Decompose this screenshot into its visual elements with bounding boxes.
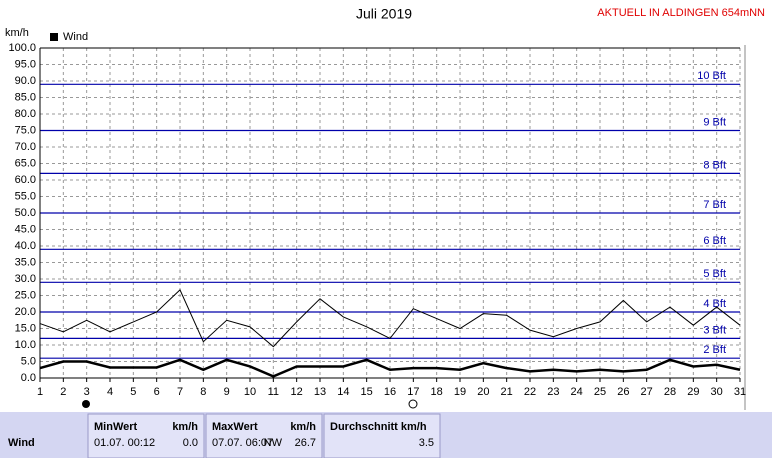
stats-min-value: 0.0: [183, 437, 198, 449]
x-tick-label: 17: [407, 386, 419, 398]
x-tick-label: 23: [547, 386, 559, 398]
stats-cell: [323, 413, 441, 458]
reference-label: 4 Bft: [703, 298, 726, 310]
y-tick-label: 45.0: [15, 223, 36, 235]
x-tick-label: 21: [501, 386, 513, 398]
x-tick-label: 2: [60, 386, 66, 398]
x-tick-label: 8: [200, 386, 206, 398]
x-tick-label: 28: [664, 386, 676, 398]
y-tick-label: 55.0: [15, 190, 36, 202]
y-tick-label: 70.0: [15, 141, 36, 153]
series-line: [39, 289, 741, 348]
y-tick-label: 80.0: [15, 108, 36, 120]
reference-label: 8 Bft: [703, 159, 726, 171]
stats-max-time: 07.07. 06:07: [212, 437, 273, 449]
x-tick-label: 13: [314, 386, 326, 398]
reference-label: 9 Bft: [703, 116, 726, 128]
x-tick-label: 22: [524, 386, 536, 398]
y-tick-label: 0.0: [21, 372, 36, 384]
y-axis-label: km/h: [5, 27, 29, 39]
reference-label: 10 Bft: [697, 70, 726, 82]
y-tick-label: 35.0: [15, 256, 36, 268]
stats-header: MaxWert: [212, 421, 258, 433]
y-tick-label: 30.0: [15, 273, 36, 285]
legend-swatch: [50, 33, 58, 41]
y-tick-label: 5.0: [21, 355, 36, 367]
moon-icon: [82, 400, 90, 408]
stats-cell: [87, 413, 205, 458]
stats-header: Durchschnitt km/h: [330, 421, 427, 433]
y-tick-label: 10.0: [15, 339, 36, 351]
x-tick-label: 26: [617, 386, 629, 398]
y-tick-label: 95.0: [15, 58, 36, 70]
y-tick-label: 90.0: [15, 75, 36, 87]
reference-label: 5 Bft: [703, 268, 726, 280]
stats-min-time: 01.07. 00:12: [94, 437, 155, 449]
chart-subtitle: AKTUELL IN ALDINGEN 654mNN: [597, 7, 765, 19]
x-tick-label: 25: [594, 386, 606, 398]
x-tick-label: 29: [687, 386, 699, 398]
y-tick-label: 60.0: [15, 174, 36, 186]
y-tick-label: 100.0: [8, 42, 36, 54]
x-tick-label: 10: [244, 386, 256, 398]
x-tick-label: 11: [268, 386, 279, 398]
legend-label: Wind: [63, 31, 88, 43]
series-line: [39, 358, 741, 378]
x-tick-label: 4: [107, 386, 113, 398]
x-tick-label: 6: [154, 386, 160, 398]
x-tick-label: 24: [571, 386, 583, 398]
reference-label: 7 Bft: [703, 199, 726, 211]
x-tick-label: 1: [37, 386, 43, 398]
y-tick-label: 50.0: [15, 207, 36, 219]
stats-header: km/h: [172, 421, 198, 433]
stats-cell: [205, 413, 323, 458]
reference-label: 3 Bft: [703, 324, 726, 336]
x-tick-label: 31: [734, 386, 746, 398]
x-tick-label: 15: [361, 386, 373, 398]
y-tick-label: 15.0: [15, 322, 36, 334]
stats-max-dir: NW: [264, 437, 283, 449]
x-tick-label: 12: [291, 386, 303, 398]
x-tick-label: 19: [454, 386, 466, 398]
stats-row-label: Wind: [8, 437, 35, 449]
reference-label: 2 Bft: [703, 344, 726, 356]
stats-avg-value: 3.5: [419, 437, 434, 449]
stats-max-value: 26.7: [295, 437, 316, 449]
reference-label: 6 Bft: [703, 235, 726, 247]
stats-header: km/h: [290, 421, 316, 433]
x-tick-label: 3: [84, 386, 90, 398]
x-tick-label: 5: [130, 386, 136, 398]
y-tick-label: 85.0: [15, 91, 36, 103]
x-tick-label: 20: [477, 386, 489, 398]
y-tick-label: 75.0: [15, 124, 36, 136]
x-tick-label: 9: [224, 386, 230, 398]
y-tick-label: 65.0: [15, 157, 36, 169]
y-tick-label: 25.0: [15, 289, 36, 301]
x-tick-label: 27: [641, 386, 653, 398]
y-tick-label: 20.0: [15, 306, 36, 318]
x-tick-label: 18: [431, 386, 443, 398]
x-tick-label: 16: [384, 386, 396, 398]
moon-icon: [408, 399, 418, 409]
x-tick-label: 14: [337, 386, 349, 398]
stats-header: MinWert: [94, 421, 138, 433]
y-tick-label: 40.0: [15, 240, 36, 252]
x-tick-label: 7: [177, 386, 183, 398]
chart-title: Juli 2019: [356, 6, 412, 22]
x-tick-label: 30: [711, 386, 723, 398]
